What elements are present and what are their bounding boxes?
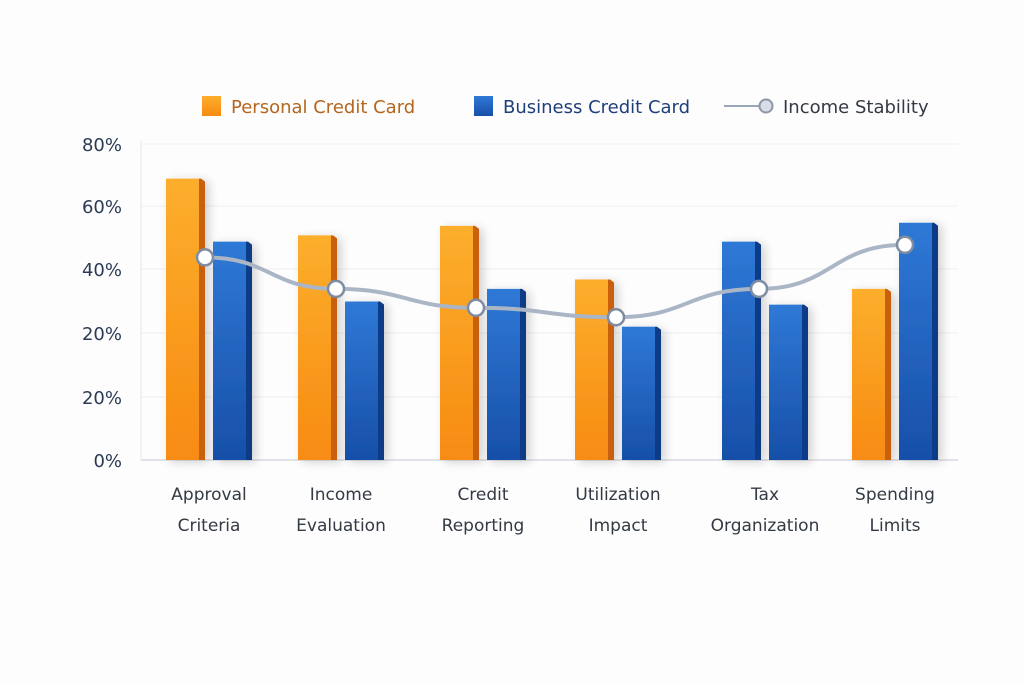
bar-business[interactable] — [213, 241, 252, 460]
bar-series — [166, 178, 938, 461]
bar-personal[interactable] — [440, 225, 479, 460]
legend-item-personal[interactable]: Personal Credit Card — [202, 96, 415, 118]
income-stability-marker[interactable] — [606, 308, 626, 327]
legend-marker-icon — [758, 98, 774, 114]
legend-item-business[interactable]: Business Credit Card — [474, 96, 690, 118]
x-category-label: Income Evaluation — [296, 485, 386, 536]
income-stability-marker[interactable] — [466, 298, 486, 318]
legend-label-income: Income Stability — [783, 97, 929, 118]
income-stability-marker[interactable] — [326, 279, 346, 299]
legend-label-business: Business Credit Card — [503, 97, 690, 118]
y-tick-label: 20% — [82, 388, 122, 409]
legend-swatch-orange — [202, 96, 221, 116]
x-category-label: Spending Limits — [855, 485, 935, 536]
legend-item-income[interactable]: Income Stability — [724, 97, 929, 118]
y-tick-label: 40% — [82, 260, 122, 281]
income-stability-marker[interactable] — [895, 235, 915, 255]
bar-business[interactable] — [345, 301, 384, 461]
y-axis: 80% 60% 40% 20% 20% 0% — [82, 135, 122, 472]
income-stability-marker[interactable] — [195, 248, 215, 267]
bar-business[interactable] — [622, 326, 661, 460]
x-category-label: Credit Reporting — [442, 485, 525, 536]
bar-personal[interactable] — [575, 279, 614, 460]
y-tick-label: 60% — [82, 197, 122, 218]
income-stability-line — [195, 235, 915, 327]
x-category-label: Approval Criteria — [171, 485, 246, 536]
income-stability-marker[interactable] — [749, 279, 769, 299]
y-tick-label: 80% — [82, 135, 122, 156]
x-category-label: Utilization Impact — [575, 485, 660, 536]
y-tick-label: 0% — [93, 451, 122, 472]
x-category-label: Tax Organization — [711, 485, 820, 536]
income-stability-path — [203, 242, 907, 320]
bar-business[interactable] — [487, 288, 526, 460]
y-tick-label: 20% — [82, 324, 122, 345]
legend-label-personal: Personal Credit Card — [231, 97, 415, 118]
bar-personal[interactable] — [298, 235, 337, 460]
legend: Personal Credit Card Business Credit Car… — [202, 96, 929, 118]
bar-business[interactable] — [899, 222, 938, 460]
bar-business[interactable] — [769, 304, 808, 460]
legend-swatch-blue — [474, 96, 493, 116]
x-axis: Approval Criteria Income Evaluation Credit Re… — [171, 485, 935, 536]
grid-lines — [140, 140, 958, 461]
bar-personal[interactable] — [166, 178, 205, 460]
bar-personal[interactable] — [852, 288, 891, 460]
bar-personal[interactable] — [722, 241, 761, 460]
